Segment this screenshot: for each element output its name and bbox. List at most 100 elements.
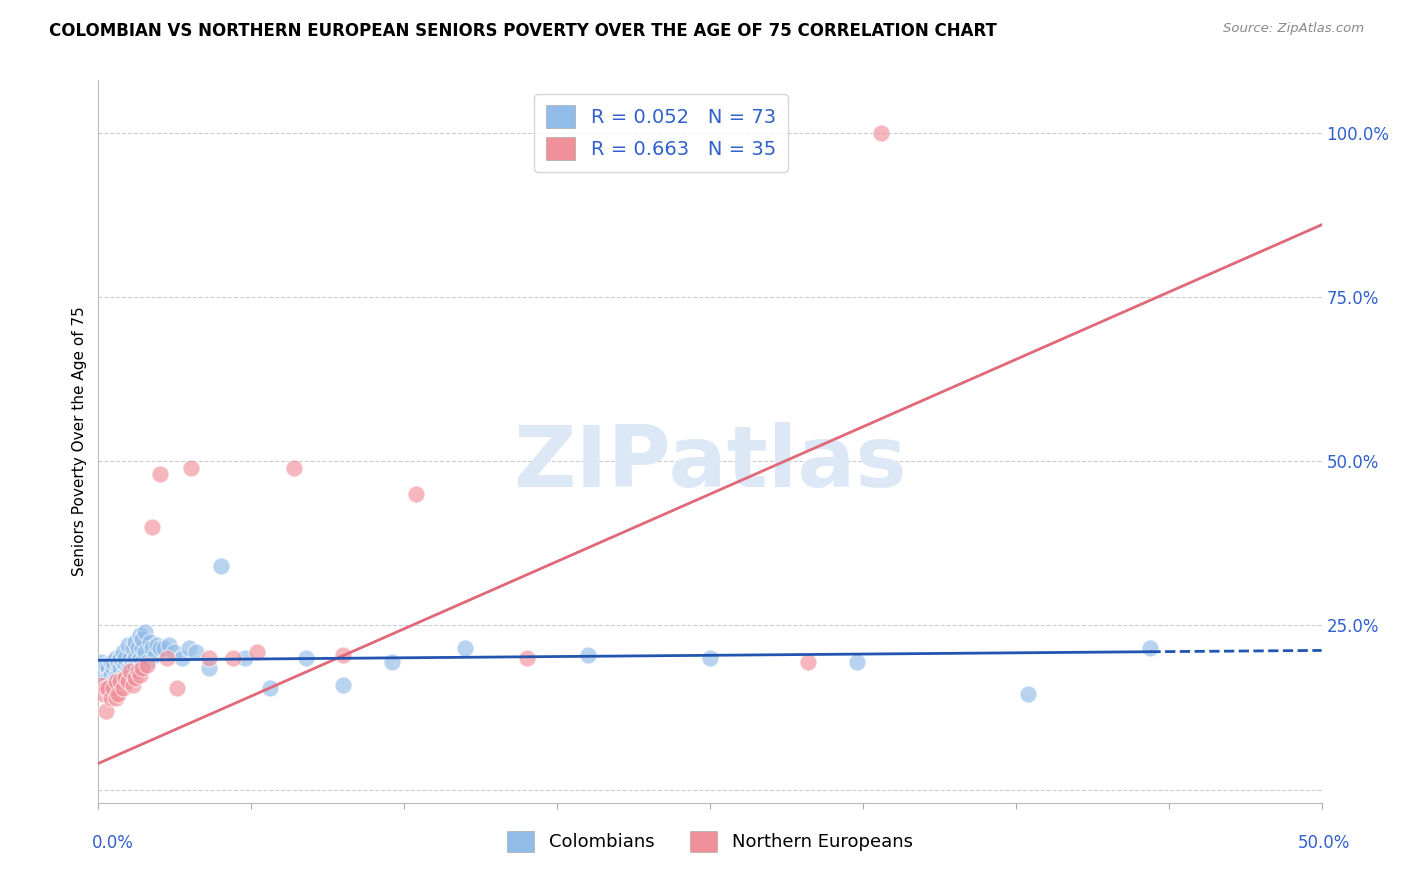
Point bbox=[131, 655, 153, 669]
Point bbox=[129, 628, 152, 642]
Point bbox=[91, 674, 114, 689]
Point bbox=[576, 648, 599, 662]
Point bbox=[129, 667, 152, 681]
Point bbox=[100, 681, 122, 695]
Point bbox=[127, 641, 149, 656]
Point bbox=[114, 657, 136, 672]
Point bbox=[405, 487, 427, 501]
Point bbox=[101, 655, 124, 669]
Point bbox=[121, 655, 143, 669]
Point bbox=[295, 651, 318, 665]
Point bbox=[97, 681, 120, 695]
Point bbox=[197, 661, 219, 675]
Point bbox=[104, 674, 127, 689]
Point bbox=[90, 677, 112, 691]
Point bbox=[515, 651, 537, 665]
Point bbox=[107, 661, 129, 675]
Point bbox=[110, 674, 132, 689]
Point bbox=[120, 665, 142, 679]
Point bbox=[91, 687, 114, 701]
Point bbox=[259, 681, 281, 695]
Point bbox=[246, 645, 269, 659]
Point bbox=[94, 677, 117, 691]
Point bbox=[117, 661, 139, 675]
Point bbox=[97, 661, 120, 675]
Text: COLOMBIAN VS NORTHERN EUROPEAN SENIORS POVERTY OVER THE AGE OF 75 CORRELATION CH: COLOMBIAN VS NORTHERN EUROPEAN SENIORS P… bbox=[49, 22, 997, 40]
Point bbox=[1139, 641, 1161, 656]
Point bbox=[170, 651, 193, 665]
Point bbox=[156, 651, 179, 665]
Point bbox=[101, 681, 124, 695]
Point bbox=[114, 651, 136, 665]
Point bbox=[100, 667, 122, 681]
Point bbox=[100, 690, 122, 705]
Point bbox=[97, 671, 120, 685]
Point bbox=[209, 559, 232, 574]
Point bbox=[101, 674, 124, 689]
Point bbox=[149, 467, 172, 482]
Point bbox=[153, 641, 176, 656]
Point bbox=[124, 671, 146, 685]
Point bbox=[111, 645, 134, 659]
Point bbox=[381, 655, 404, 669]
Text: ZIPatlas: ZIPatlas bbox=[513, 422, 907, 505]
Point bbox=[107, 667, 129, 681]
Point bbox=[143, 648, 166, 662]
Point bbox=[117, 674, 139, 689]
Point bbox=[699, 651, 721, 665]
Point bbox=[120, 651, 142, 665]
Point bbox=[222, 651, 245, 665]
Point bbox=[134, 645, 156, 659]
Point bbox=[166, 681, 188, 695]
Point bbox=[104, 690, 127, 705]
Point bbox=[104, 674, 127, 689]
Point bbox=[127, 655, 149, 669]
Point bbox=[197, 651, 219, 665]
Point bbox=[163, 645, 186, 659]
Point bbox=[104, 667, 127, 681]
Point bbox=[141, 520, 163, 534]
Point bbox=[100, 655, 122, 669]
Point bbox=[177, 641, 200, 656]
Point bbox=[91, 665, 114, 679]
Point bbox=[111, 655, 134, 669]
Y-axis label: Seniors Poverty Over the Age of 75: Seniors Poverty Over the Age of 75 bbox=[72, 307, 87, 576]
Point bbox=[111, 681, 134, 695]
Point bbox=[332, 677, 354, 691]
Point bbox=[120, 661, 142, 675]
Text: 0.0%: 0.0% bbox=[91, 834, 134, 852]
Point bbox=[110, 674, 132, 689]
Legend: Colombians, Northern Europeans: Colombians, Northern Europeans bbox=[501, 823, 920, 859]
Point bbox=[797, 655, 820, 669]
Point bbox=[131, 661, 153, 675]
Point bbox=[94, 681, 117, 695]
Point bbox=[131, 632, 153, 646]
Point bbox=[136, 657, 159, 672]
Point bbox=[845, 655, 868, 669]
Point bbox=[180, 460, 202, 475]
Point bbox=[1017, 687, 1039, 701]
Point bbox=[94, 657, 117, 672]
Point bbox=[104, 651, 127, 665]
Point bbox=[117, 638, 139, 652]
Point bbox=[134, 625, 156, 640]
Point bbox=[124, 657, 146, 672]
Point bbox=[146, 638, 169, 652]
Point bbox=[124, 635, 146, 649]
Point bbox=[127, 665, 149, 679]
Point bbox=[157, 638, 180, 652]
Point bbox=[233, 651, 256, 665]
Point bbox=[141, 641, 163, 656]
Point bbox=[129, 651, 152, 665]
Point bbox=[139, 635, 162, 649]
Point bbox=[90, 655, 112, 669]
Point bbox=[120, 667, 142, 681]
Point bbox=[101, 661, 124, 675]
Point bbox=[97, 681, 120, 695]
Point bbox=[110, 651, 132, 665]
Text: Source: ZipAtlas.com: Source: ZipAtlas.com bbox=[1223, 22, 1364, 36]
Point bbox=[186, 645, 208, 659]
Text: 50.0%: 50.0% bbox=[1298, 834, 1350, 852]
Point bbox=[283, 460, 305, 475]
Point bbox=[111, 667, 134, 681]
